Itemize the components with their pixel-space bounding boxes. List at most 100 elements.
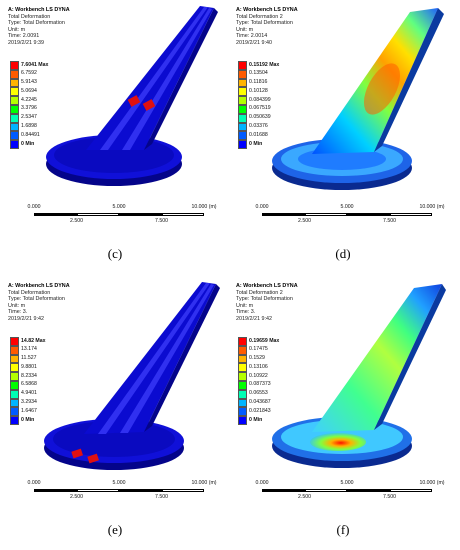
legend-value: 0.01688 xyxy=(249,131,268,138)
legend-swatch xyxy=(238,407,247,417)
legend-value: 0.067519 xyxy=(249,105,271,112)
legend-swatch xyxy=(10,389,19,399)
scale-label: 10.000 (m) xyxy=(419,480,445,486)
result-name: Total Deformation xyxy=(8,13,51,20)
legend-value: 11.527 xyxy=(21,355,37,362)
legend-max: 7.6041 Max xyxy=(21,61,49,68)
legend-swatch xyxy=(10,363,19,373)
result-unit: Unit: m xyxy=(8,302,26,309)
panel-caption-d: (d) xyxy=(335,246,351,261)
legend-swatch xyxy=(238,78,247,88)
scale-bar: 0.000 5.000 10.000 (m) 2.500 7.500 xyxy=(256,204,445,226)
panel-caption-e: (e) xyxy=(107,522,123,537)
legend-swatch xyxy=(10,140,19,149)
legend-swatch xyxy=(238,87,247,97)
scale-label: 7.500 xyxy=(383,218,396,224)
scale-label: 10.000 (m) xyxy=(419,204,445,210)
result-name: Total Deformation 2 xyxy=(236,289,283,296)
legend-value: 6.7592 xyxy=(21,70,37,77)
result-panel-f: A: Workbench LS DYNA Total Deformation 2… xyxy=(232,280,454,505)
scale-bar: 0.000 5.000 10.000 (m) 2.500 7.500 xyxy=(28,204,217,226)
scale-bar: 0.000 5.000 10.000 (m) 2.500 7.500 xyxy=(28,480,217,502)
legend-value: 0.13504 xyxy=(249,70,268,77)
legend-value: 0.84491 xyxy=(21,131,40,138)
legend-swatch xyxy=(238,398,247,408)
legend-swatch xyxy=(238,69,247,79)
legend-value: 0.13106 xyxy=(249,363,268,370)
result-unit: Unit: m xyxy=(8,26,26,33)
legend-swatch xyxy=(10,104,19,114)
scale-label: 7.500 xyxy=(155,494,168,500)
legend-value: 0.10922 xyxy=(249,372,268,379)
result-header: A: Workbench LS DYNA Total Deformation 2… xyxy=(236,7,298,47)
legend-max: 0.15192 Max xyxy=(249,61,280,68)
legend-swatch xyxy=(238,104,247,114)
legend-swatch xyxy=(238,345,247,355)
scale-segment xyxy=(389,213,432,216)
legend-swatch xyxy=(10,380,19,390)
result-name: Total Deformation xyxy=(8,289,51,296)
result-panel-e: A: Workbench LS DYNA Total Deformation T… xyxy=(4,280,226,505)
scale-segment xyxy=(76,213,119,216)
legend-min: 0 Min xyxy=(249,416,263,423)
result-date: 2019/2/21 9:39 xyxy=(8,39,44,46)
result-header: A: Workbench LS DYNA Total Deformation 2… xyxy=(236,283,298,323)
legend-value: 0.11816 xyxy=(249,79,268,86)
legend-swatch xyxy=(10,407,19,417)
result-date: 2019/2/21 9:42 xyxy=(8,315,44,322)
scale-segment xyxy=(76,489,119,492)
legend-swatch xyxy=(10,122,19,132)
legend-swatch xyxy=(10,345,19,355)
legend-swatch xyxy=(10,354,19,364)
scale-label: 2.500 xyxy=(70,218,83,224)
legend-swatch xyxy=(238,337,247,346)
scale-segment xyxy=(304,489,347,492)
scale-label: 5.000 xyxy=(112,480,126,486)
deformation-model-d xyxy=(272,8,444,190)
scale-segment xyxy=(304,213,347,216)
result-time: Time: 3. xyxy=(236,309,256,316)
scale-label: 7.500 xyxy=(155,218,168,224)
legend-min: 0 Min xyxy=(249,140,263,147)
legend-value: 5.9143 xyxy=(21,79,37,86)
result-date: 2019/2/21 9:40 xyxy=(236,39,272,46)
deformation-model-c xyxy=(46,6,218,186)
legend-value: 5.0694 xyxy=(21,87,37,94)
scale-label: 2.500 xyxy=(298,494,311,500)
legend-swatch xyxy=(238,131,247,141)
legend-max: 0.19659 Max xyxy=(249,337,280,344)
legend-swatch xyxy=(10,131,19,141)
legend-value: 0.1529 xyxy=(249,355,265,362)
legend-value: 4.2245 xyxy=(21,96,37,103)
result-time: Time: 2.0014 xyxy=(236,33,268,40)
legend-value: 0.021843 xyxy=(249,407,271,414)
scale-label: 10.000 (m) xyxy=(191,480,217,486)
legend-min: 0 Min xyxy=(21,416,35,423)
scale-segment xyxy=(119,489,162,492)
result-name: Total Deformation 2 xyxy=(236,13,283,20)
result-unit: Unit: m xyxy=(236,302,254,309)
scale-label: 10.000 (m) xyxy=(191,204,217,210)
legend-swatch xyxy=(10,416,19,425)
result-panel-d: A: Workbench LS DYNA Total Deformation 2… xyxy=(232,4,454,229)
legend-value: 1.6898 xyxy=(21,123,37,130)
legend-swatch xyxy=(10,69,19,79)
result-type: Type: Total Deformation xyxy=(8,296,65,303)
legend-value: 9.8801 xyxy=(21,363,37,370)
legend-swatch xyxy=(238,363,247,373)
legend-value: 0.050639 xyxy=(249,114,271,121)
legend-value: 6.5868 xyxy=(21,381,37,388)
scale-label: 0.000 xyxy=(255,480,269,486)
legend-swatch xyxy=(238,140,247,149)
legend-swatch xyxy=(238,122,247,132)
panel-caption-c: (c) xyxy=(107,246,123,261)
legend-swatch xyxy=(10,78,19,88)
scale-segment xyxy=(161,213,204,216)
scale-label: 5.000 xyxy=(112,204,126,210)
scale-label: 5.000 xyxy=(340,204,354,210)
legend-value: 3.3796 xyxy=(21,105,37,112)
app-title: A: Workbench LS DYNA xyxy=(8,7,70,13)
legend-swatch xyxy=(238,372,247,381)
legend-value: 0.043687 xyxy=(249,399,271,406)
legend-swatch xyxy=(238,416,247,425)
